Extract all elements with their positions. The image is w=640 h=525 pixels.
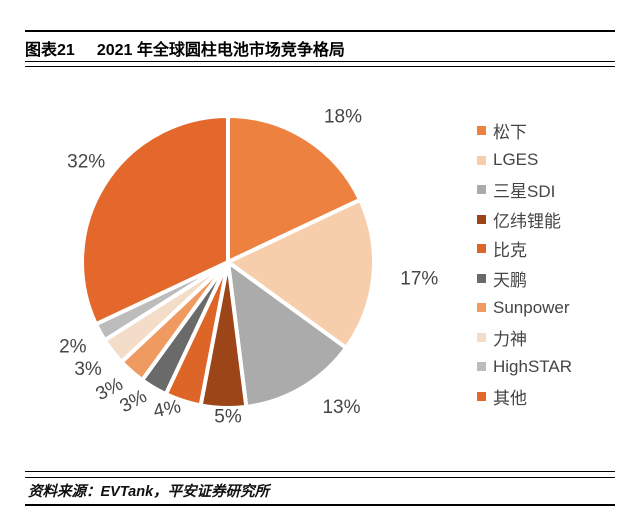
legend-swatch	[477, 332, 486, 342]
legend-item-1: 松下	[477, 116, 637, 146]
figure-header: 图表21 2021 年全球圆柱电池市场竞争格局	[25, 36, 615, 60]
footer-bottom-rule	[25, 504, 615, 506]
legend-swatch	[477, 273, 486, 283]
legend-label: 力神	[493, 329, 527, 349]
legend-swatch	[477, 126, 486, 136]
pie-slice-2	[226, 197, 376, 350]
slice-percent-label: 13%	[322, 397, 360, 418]
pie-slice-3	[226, 260, 349, 409]
legend-item-9: HighSTAR	[477, 352, 637, 382]
legend-label: 松下	[493, 123, 527, 143]
legend-swatch	[477, 244, 486, 254]
legend-label: 比克	[493, 241, 527, 261]
legend-label: LGES	[493, 150, 539, 170]
legend-swatch	[477, 391, 486, 401]
legend-swatch	[477, 303, 486, 313]
legend-item-2: LGES	[477, 146, 637, 176]
legend-label: HighSTAR	[493, 356, 573, 376]
pie-slice-10	[80, 114, 230, 327]
slice-percent-label: 2%	[59, 336, 87, 357]
slice-percent-label: 17%	[400, 268, 438, 289]
legend-label: 三星SDI	[493, 182, 556, 202]
legend-swatch	[477, 214, 486, 224]
figure-title: 2021 年全球圆柱电池市场竞争格局	[96, 42, 345, 59]
header-top-rule	[25, 30, 615, 32]
legend-label: 其他	[493, 388, 527, 408]
slice-percent-label: 18%	[324, 107, 362, 128]
slice-percent-label: 32%	[67, 152, 105, 173]
source-note: 资料来源：EVTank，平安证券研究所	[28, 484, 270, 500]
legend-label: Sunpower	[493, 297, 570, 317]
legend-label: 亿纬锂能	[493, 211, 561, 231]
slice-percent-label: 4%	[152, 396, 183, 422]
footer-top-rule	[25, 471, 615, 478]
figure-tag: 图表21	[25, 42, 75, 59]
chart-legend: 松下 LGES 三星SDI 亿纬锂能比克天鹏 Sunpower 力神 HighSTAR 其他	[477, 116, 637, 411]
legend-item-7: Sunpower	[477, 293, 637, 323]
slice-percent-label: 5%	[214, 406, 242, 427]
legend-swatch	[477, 185, 486, 195]
slice-percent-label: 3%	[74, 359, 102, 380]
legend-item-5: 比克	[477, 234, 637, 264]
legend-swatch	[477, 362, 486, 372]
pie-slice-1	[226, 114, 363, 264]
legend-item-10: 其他	[477, 382, 637, 412]
legend-item-8: 力神	[477, 323, 637, 353]
legend-item-4: 亿纬锂能	[477, 205, 637, 235]
legend-swatch	[477, 155, 486, 165]
legend-item-6: 天鹏	[477, 264, 637, 294]
legend-label: 天鹏	[493, 270, 527, 290]
legend-item-3: 三星SDI	[477, 175, 637, 205]
header-bottom-rule	[25, 61, 615, 67]
